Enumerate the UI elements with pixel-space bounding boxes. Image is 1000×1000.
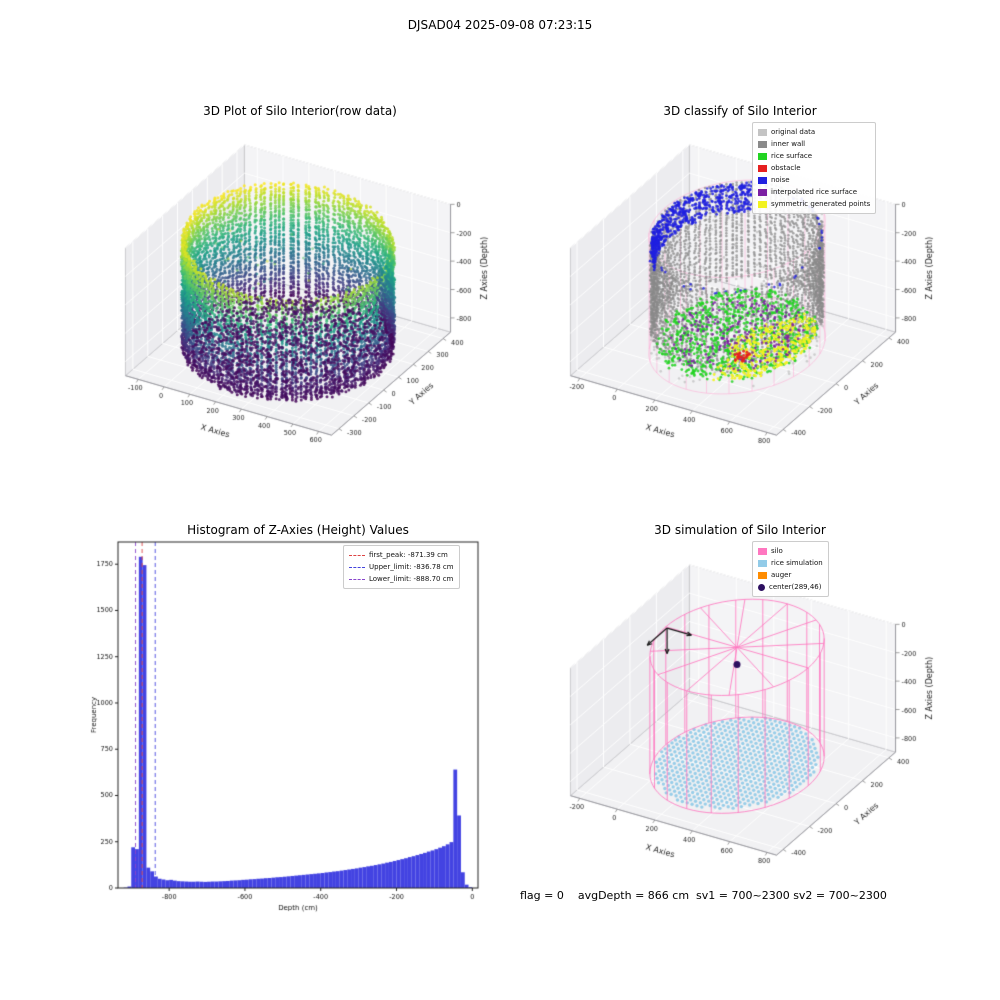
legend-swatch [758, 559, 767, 567]
legend-label: obstacle [771, 164, 801, 172]
legend-swatch [758, 176, 767, 184]
legend-swatch [758, 200, 767, 208]
legend-label: Upper_limit: -836.78 cm [369, 563, 454, 571]
legend-label: rice simulation [771, 559, 823, 567]
legend-label: original data [771, 128, 816, 136]
subplot-title-classify: 3D classify of Silo Interior [663, 104, 817, 118]
raw-3d-plot-canvas [88, 118, 518, 490]
legend-swatch [758, 164, 767, 172]
legend-item: Lower_limit: -888.70 cm [349, 573, 454, 585]
legend-item: rice surface [758, 150, 870, 162]
legend-label: Lower_limit: -888.70 cm [369, 575, 454, 583]
legend-label: auger [771, 571, 792, 579]
legend-histogram: first_peak: -871.39 cm Upper_limit: -836.… [343, 545, 460, 589]
legend-simulation: silo rice simulation auger center(289,46) [752, 541, 829, 597]
simulation-3d-plot-canvas [533, 538, 963, 910]
subplot-title-raw: 3D Plot of Silo Interior(row data) [203, 104, 397, 118]
legend-label: inner wall [771, 140, 806, 148]
legend-swatch [758, 583, 765, 591]
legend-item: auger [758, 569, 823, 581]
legend-item: symmetric generated points [758, 198, 870, 210]
legend-label: rice surface [771, 152, 813, 160]
legend-item: Upper_limit: -836.78 cm [349, 561, 454, 573]
legend-label: first_peak: -871.39 cm [369, 551, 448, 559]
legend-swatch [349, 566, 365, 568]
legend-item: silo [758, 545, 823, 557]
legend-label: noise [771, 176, 790, 184]
legend-label: center(289,46) [769, 583, 822, 591]
legend-label: silo [771, 547, 783, 555]
legend-label: interpolated rice surface [771, 188, 858, 196]
legend-swatch [349, 578, 365, 580]
legend-item: noise [758, 174, 870, 186]
classify-3d-plot-canvas [533, 118, 963, 490]
legend-classify: original data inner wall rice surface obsta… [752, 122, 877, 214]
legend-swatch [758, 128, 767, 136]
legend-item: center(289,46) [758, 581, 823, 593]
figure-title: DJSAD04 2025-09-08 07:23:15 [407, 18, 593, 32]
legend-label: symmetric generated points [771, 200, 871, 208]
subplot-title-simulation: 3D simulation of Silo Interior [654, 523, 826, 537]
legend-item: first_peak: -871.39 cm [349, 549, 454, 561]
legend-item: rice simulation [758, 557, 823, 569]
subplot-title-histogram: Histogram of Z-Axies (Height) Values [187, 523, 409, 537]
legend-item: inner wall [758, 138, 870, 150]
legend-swatch [758, 152, 767, 160]
status-caption: flag = 0 avgDepth = 866 cm sv1 = 700~230… [520, 889, 887, 902]
legend-item: original data [758, 126, 870, 138]
legend-swatch [758, 571, 767, 579]
histogram-canvas [88, 536, 498, 916]
legend-item: obstacle [758, 162, 870, 174]
legend-swatch [758, 188, 767, 196]
legend-item: interpolated rice surface [758, 186, 870, 198]
legend-swatch [349, 554, 365, 556]
legend-swatch [758, 140, 767, 148]
legend-swatch [758, 547, 767, 555]
